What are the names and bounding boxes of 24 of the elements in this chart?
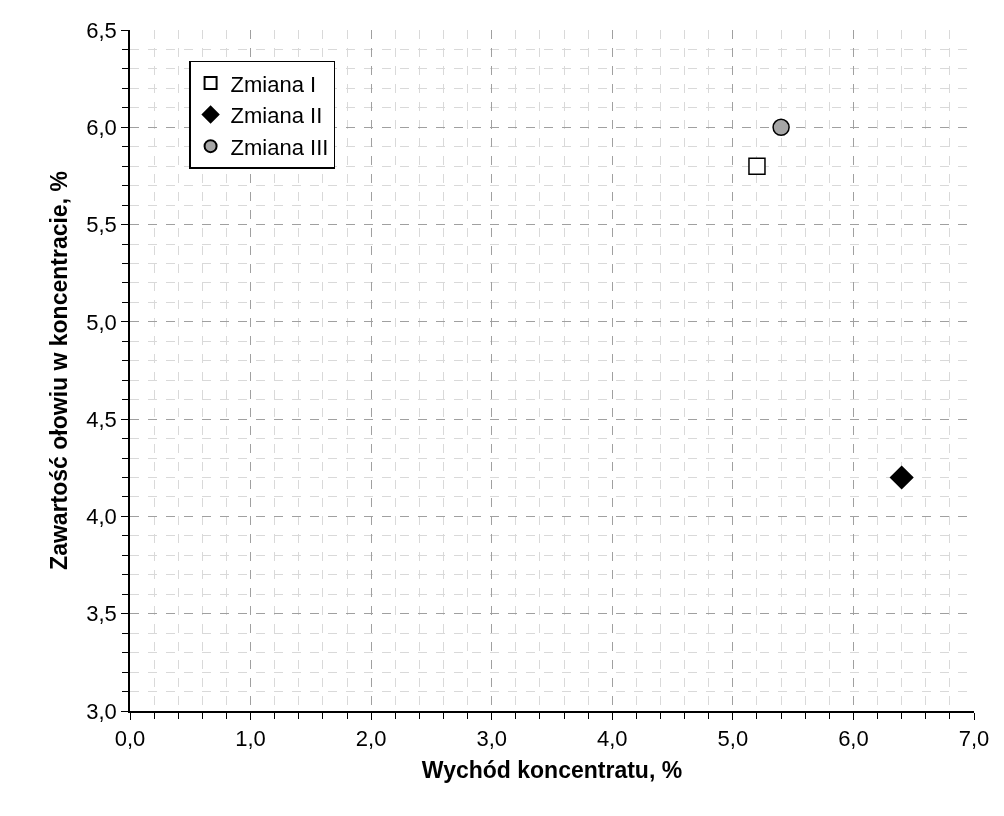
point (889, 465, 914, 490)
x-axis-title: Wychód koncentratu, % (421, 757, 683, 784)
legend-label: Zmiana II (230, 103, 323, 129)
y-tick-label: 6,5 (86, 17, 117, 43)
x-tick-label: 1,0 (235, 726, 266, 752)
y-tick-label: 3,5 (86, 601, 117, 627)
x-tick-label: 0,0 (114, 726, 146, 752)
point (772, 118, 790, 137)
x-tick-label: 3,0 (476, 726, 508, 752)
y-tick-label: 5,0 (86, 309, 117, 335)
x-tick-label: 4,0 (596, 726, 628, 752)
y-tick-label: 4,5 (86, 406, 117, 432)
y-axis-title: Zawartość ołowiu w koncentracie, % (46, 171, 73, 570)
x-tick-label: 5,0 (717, 726, 749, 752)
legend-label: Zmiana I (230, 71, 317, 97)
x-tick-label: 2,0 (355, 726, 387, 752)
y-tick-label: 3,0 (86, 698, 117, 724)
y-tick-label: 6,0 (86, 114, 117, 140)
point (748, 157, 766, 175)
y-tick-label: 5,5 (86, 212, 117, 238)
x-tick-label: 6,0 (838, 726, 869, 752)
legend-label: Zmiana III (230, 134, 329, 160)
y-tick-label: 4,0 (86, 504, 117, 530)
x-tick-label: 7,0 (958, 726, 990, 752)
